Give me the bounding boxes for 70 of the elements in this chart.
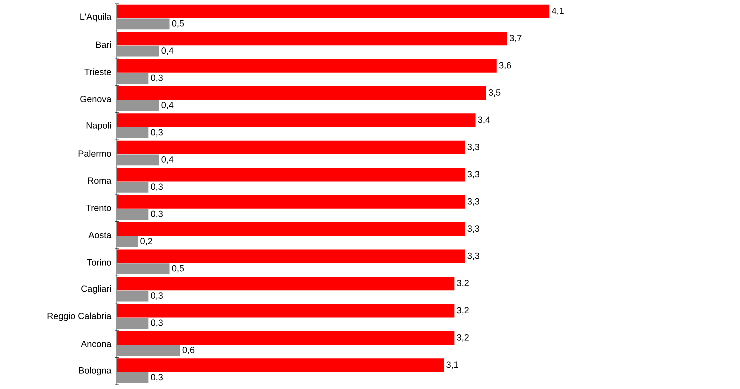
bar <box>117 209 149 220</box>
data-label: 0,3 <box>151 374 163 382</box>
bar <box>117 59 497 73</box>
data-label: 0,3 <box>151 320 163 328</box>
y-tick-label: L'Aquila <box>80 13 112 22</box>
bar <box>117 222 466 236</box>
data-label: 3,3 <box>468 252 480 260</box>
data-label: 0,5 <box>172 20 184 28</box>
y-tick-label: Roma <box>88 178 112 184</box>
data-label: 3,5 <box>488 90 501 97</box>
bar <box>117 250 466 264</box>
data-label: 0,2 <box>140 238 152 246</box>
data-label: 3,2 <box>457 334 469 342</box>
y-tick-label: Trento <box>86 204 112 212</box>
data-label: 3,3 <box>468 171 480 179</box>
y-tick-label: Genova <box>80 96 112 102</box>
bar <box>117 372 149 384</box>
y-tick-label: Trieste <box>84 68 112 76</box>
data-label: 0,4 <box>162 102 174 110</box>
data-label: 0,3 <box>151 129 163 137</box>
y-tick-label: Bologna <box>79 367 112 376</box>
bar <box>117 318 149 329</box>
y-tick-label: Cagliari <box>82 286 112 294</box>
data-label: 0,3 <box>151 210 163 218</box>
bar <box>117 276 455 291</box>
bar <box>117 32 508 46</box>
data-label: 0,4 <box>162 156 174 164</box>
y-tick-label: Ancona <box>81 341 112 348</box>
data-label: 0,4 <box>162 48 174 56</box>
data-label: 0,6 <box>182 346 195 354</box>
data-label: 3,6 <box>499 62 512 70</box>
bar <box>117 4 550 18</box>
bar <box>117 128 149 138</box>
data-label: 4,1 <box>552 8 564 16</box>
bar <box>117 195 466 209</box>
bar <box>117 100 160 112</box>
y-tick-label: Bari <box>96 42 112 48</box>
bar <box>117 236 138 248</box>
data-label: 3,7 <box>510 35 522 43</box>
bar <box>117 154 160 166</box>
bar <box>117 345 180 356</box>
data-label: 3,1 <box>446 362 458 370</box>
bar <box>117 168 466 182</box>
data-label: 3,2 <box>457 280 469 288</box>
bar <box>117 73 149 84</box>
bar <box>117 331 455 345</box>
bar <box>117 358 444 372</box>
data-label: 3,3 <box>468 226 480 234</box>
bar <box>117 182 149 193</box>
data-label: 0,3 <box>151 292 163 300</box>
y-tick-label: Palermo <box>78 150 112 157</box>
y-tick-label: Aosta <box>88 232 112 238</box>
bar <box>117 264 170 275</box>
data-label: 3,3 <box>468 198 480 206</box>
bar <box>117 46 160 57</box>
bar <box>117 86 486 100</box>
bar <box>117 304 455 318</box>
data-label: 0,3 <box>151 184 163 192</box>
bar <box>117 18 170 30</box>
y-tick-label: Napoli <box>86 122 112 131</box>
y-tick-label: Reggio Calabria <box>48 312 112 322</box>
bar <box>117 290 149 302</box>
data-label: 3,2 <box>457 307 469 315</box>
data-label: 3,3 <box>468 144 480 152</box>
y-tick-label: Torino <box>87 259 112 266</box>
bar <box>117 114 476 128</box>
data-label: 3,4 <box>478 116 490 124</box>
bar <box>117 140 466 154</box>
data-label: 0,5 <box>172 265 184 273</box>
data-label: 0,3 <box>151 74 163 82</box>
